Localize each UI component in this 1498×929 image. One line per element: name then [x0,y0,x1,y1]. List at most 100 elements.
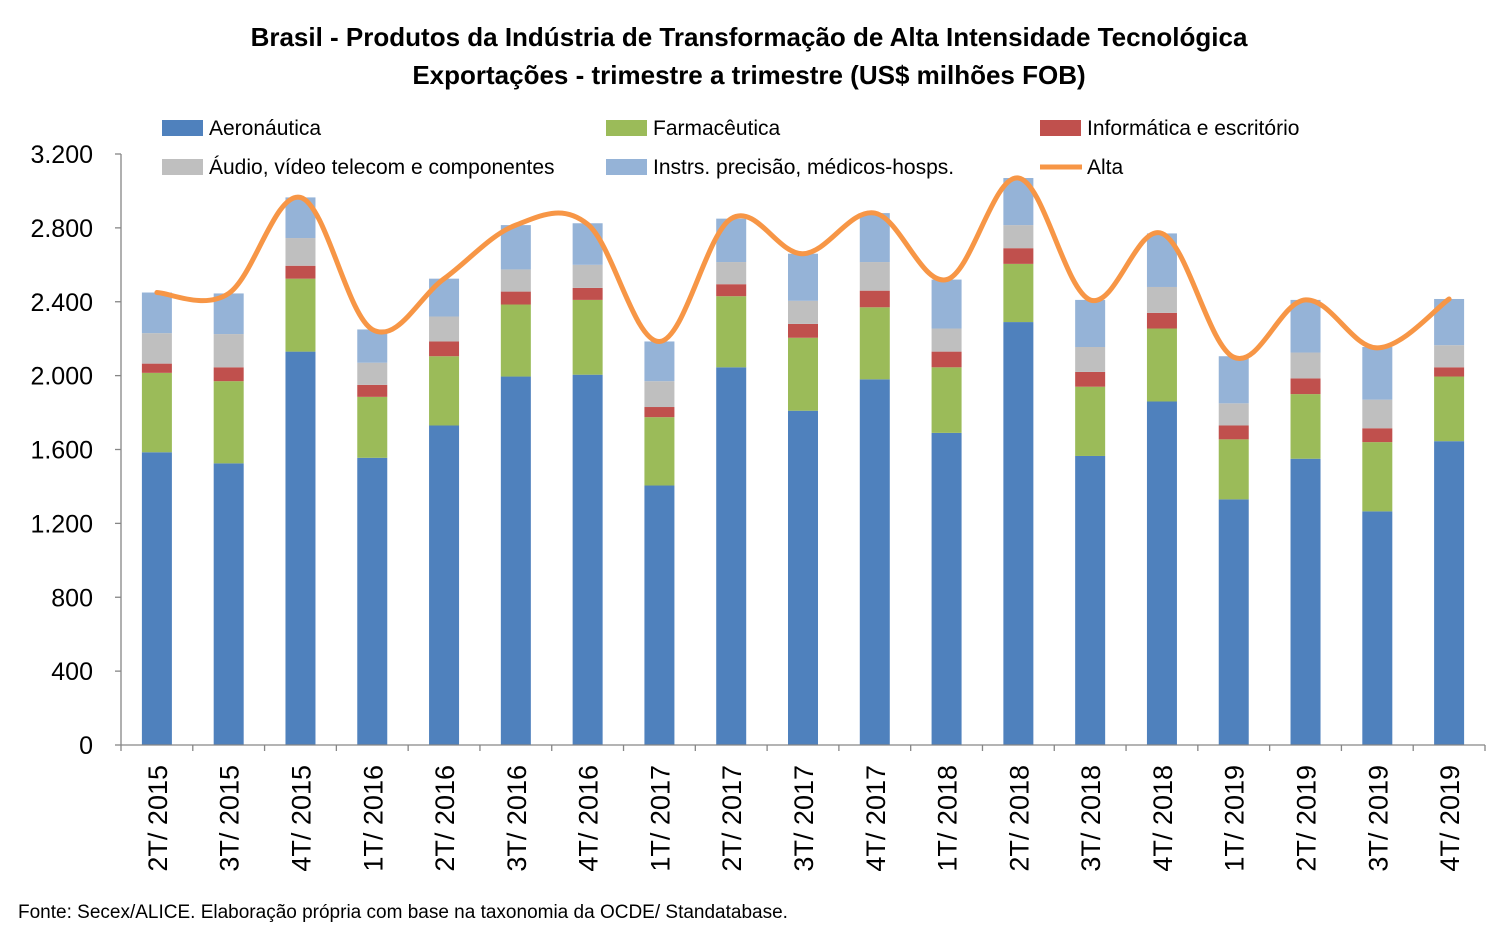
legend-swatch [606,159,647,175]
bar-segment-1 [644,485,675,745]
bar-segment-2 [1218,439,1249,500]
bar-segment-1 [1146,401,1177,745]
bar-segment-3 [357,384,388,397]
bar-segment-1 [1290,458,1321,745]
bar-segment-2 [213,381,244,464]
bar-segment-2 [716,296,747,368]
bar-segment-2 [500,304,531,377]
bar-segment-4 [859,262,890,291]
bar-segment-3 [500,291,531,305]
bar-segment-1 [1218,499,1249,745]
bar-segment-4 [788,300,818,324]
bar-segment-1 [1003,322,1034,745]
bar-segment-3 [1434,367,1465,377]
bar-segment-4 [357,362,388,385]
bar-segment-1 [788,410,818,745]
x-tick-label: 4T/ 2015 [286,765,316,872]
bar-segment-5 [572,223,603,265]
bar-segment-4 [1146,286,1177,313]
x-tick-label: 2T/ 2019 [1292,765,1322,872]
bar-segment-2 [788,337,818,411]
bar-segment-5 [429,278,460,317]
bar-segment-1 [141,452,172,745]
bar-segment-5 [644,341,675,382]
bar-segment-3 [213,367,244,382]
bar-segment-2 [644,417,675,486]
bar-segment-3 [1290,378,1321,395]
bar-segment-4 [644,381,675,408]
bar-segment-2 [1362,442,1393,512]
bar-segment-1 [500,376,531,745]
bar-segment-3 [572,287,603,300]
x-tick-label: 3T/ 2016 [502,765,532,872]
bar-segment-2 [141,372,172,453]
bar-segment-3 [931,351,962,368]
bar-segment-1 [716,367,747,745]
y-tick-label: 2.800 [30,215,93,243]
bar-segment-1 [1434,441,1465,745]
legend: Aeronáutica Farmacêutica Informática e esc… [162,117,1299,179]
x-tick-label: 2T/ 2015 [143,765,173,872]
legend-label: Alta [1087,156,1124,179]
line-alta [154,175,1452,361]
bar-segment-4 [285,238,316,266]
source-note: Fonte: Secex/ALICE. Elaboração própria c… [18,902,788,923]
y-tick-label: 3.200 [30,141,93,169]
bar-segment-3 [1075,371,1106,387]
bar-segment-1 [931,432,962,745]
bar-segment-4 [429,316,460,342]
bar-segment-4 [572,264,603,288]
bar-segment-2 [931,367,962,433]
x-tick-label: 4T/ 2016 [574,765,604,872]
bar-segment-4 [1003,225,1034,249]
bar-segment-4 [1290,352,1321,379]
bar-segment-4 [1362,399,1393,429]
bar-segment-1 [285,351,316,745]
bar-segment-2 [859,307,890,380]
bar-segment-2 [1146,328,1177,402]
bar-segment-5 [1290,299,1321,353]
y-tick-label: 400 [51,658,93,686]
bar-segment-3 [788,323,818,338]
bar-segment-2 [1434,376,1465,442]
bar-segment-4 [1434,345,1465,368]
chart-subtitle: Exportações - trimestre a trimestre (US$… [412,60,1086,90]
bar-segment-3 [429,341,460,357]
y-tick-label: 2.000 [30,363,93,391]
y-tick-label: 0 [79,732,93,760]
bar-segment-2 [285,278,316,352]
bar-segment-3 [644,407,675,418]
bar-segment-1 [1075,455,1106,745]
legend-swatch [1040,120,1081,136]
bar-segment-1 [1362,511,1393,745]
bar-segment-5 [141,292,172,334]
bar-segment-5 [1218,356,1249,404]
bar-segment-5 [1362,346,1393,400]
x-tick-label: 2T/ 2016 [430,765,460,872]
bar-segment-1 [357,457,388,745]
legend-label: Áudio, vídeo telecom e componentes [209,156,555,179]
bar-segment-3 [1003,248,1034,264]
x-tick-label: 1T/ 2019 [1220,765,1250,872]
x-tick-label: 3T/ 2017 [789,765,819,872]
line-series [154,175,1452,361]
bar-segment-4 [716,262,747,285]
bar-segment-4 [500,269,531,292]
bar-segment-1 [572,374,603,745]
bar-segment-4 [141,333,172,364]
bar-segment-3 [1218,425,1249,440]
legend-label: Informática e escritório [1087,117,1299,140]
bar-segment-2 [1075,386,1106,456]
bar-segment-3 [141,363,172,373]
legend-swatch [162,159,203,175]
bar-segment-5 [716,218,747,263]
y-tick-label: 1.600 [30,437,93,465]
x-tick-label: 1T/ 2017 [645,765,675,872]
bar-segment-4 [1075,346,1106,372]
bar-segment-2 [429,356,460,426]
legend-label: Aeronáutica [209,117,321,140]
x-tick-label: 4T/ 2019 [1435,765,1465,872]
legend-label: Instrs. precisão, médicos-hosps. [653,156,954,179]
x-tick-label: 3T/ 2019 [1363,765,1393,872]
x-tick-label: 2T/ 2017 [717,765,747,872]
